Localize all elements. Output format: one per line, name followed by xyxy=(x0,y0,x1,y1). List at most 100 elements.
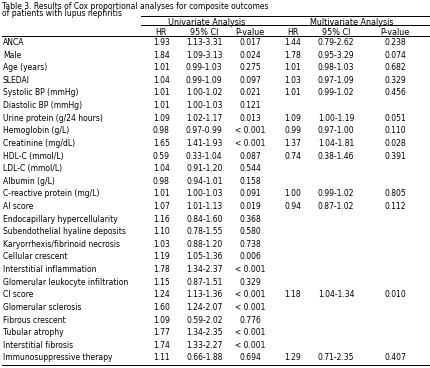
Text: 1.00-1.19: 1.00-1.19 xyxy=(317,114,353,123)
Text: 0.051: 0.051 xyxy=(383,114,405,123)
Text: Systolic BP (mmHg): Systolic BP (mmHg) xyxy=(3,88,78,98)
Text: 1.01: 1.01 xyxy=(153,88,169,98)
Text: 1.13-3.31: 1.13-3.31 xyxy=(186,38,222,47)
Text: of patients with lupus nephritis: of patients with lupus nephritis xyxy=(2,9,122,18)
Text: < 0.001: < 0.001 xyxy=(234,341,264,350)
Text: 0.94: 0.94 xyxy=(284,202,301,211)
Text: Multivariate Analysis: Multivariate Analysis xyxy=(310,18,393,27)
Text: 0.99-1.02: 0.99-1.02 xyxy=(317,190,353,198)
Text: 1.01: 1.01 xyxy=(284,88,301,98)
Text: 1.78: 1.78 xyxy=(284,51,301,60)
Text: 0.391: 0.391 xyxy=(383,152,405,160)
Text: Tubular atrophy: Tubular atrophy xyxy=(3,328,64,337)
Text: 1.37: 1.37 xyxy=(284,139,301,148)
Text: 0.805: 0.805 xyxy=(383,190,405,198)
Text: 0.97-1.09: 0.97-1.09 xyxy=(317,76,353,85)
Text: 0.091: 0.091 xyxy=(239,190,260,198)
Text: 1.09: 1.09 xyxy=(284,114,301,123)
Text: 0.121: 0.121 xyxy=(239,101,260,110)
Text: 0.097: 0.097 xyxy=(239,76,260,85)
Text: 0.028: 0.028 xyxy=(383,139,405,148)
Text: 0.275: 0.275 xyxy=(239,63,260,72)
Text: Univariate Analysis: Univariate Analysis xyxy=(168,18,245,27)
Text: Table 3. Results of Cox proportional analyses for composite outcomes: Table 3. Results of Cox proportional ana… xyxy=(2,2,268,11)
Text: 1.34-2.37: 1.34-2.37 xyxy=(186,265,222,274)
Text: 1.74: 1.74 xyxy=(153,341,169,350)
Text: 1.09: 1.09 xyxy=(153,315,169,325)
Text: CI score: CI score xyxy=(3,290,33,299)
Text: 0.91-1.20: 0.91-1.20 xyxy=(186,164,222,173)
Text: 1.15: 1.15 xyxy=(153,278,169,287)
Text: HR: HR xyxy=(286,28,298,37)
Text: 0.95-3.29: 0.95-3.29 xyxy=(317,51,353,60)
Text: Interstitial fibrosis: Interstitial fibrosis xyxy=(3,341,73,350)
Text: 0.158: 0.158 xyxy=(239,177,260,186)
Text: Interstitial inflammation: Interstitial inflammation xyxy=(3,265,96,274)
Text: < 0.001: < 0.001 xyxy=(234,303,264,312)
Text: SLEDAI: SLEDAI xyxy=(3,76,30,85)
Text: 0.021: 0.021 xyxy=(239,88,260,98)
Text: 1.07: 1.07 xyxy=(153,202,169,211)
Text: 0.544: 0.544 xyxy=(239,164,260,173)
Text: Diastolic BP (mmHg): Diastolic BP (mmHg) xyxy=(3,101,82,110)
Text: 1.00-1.03: 1.00-1.03 xyxy=(186,190,222,198)
Text: 0.98: 0.98 xyxy=(153,126,169,135)
Text: 0.017: 0.017 xyxy=(239,38,260,47)
Text: 0.456: 0.456 xyxy=(383,88,405,98)
Text: 0.98-1.03: 0.98-1.03 xyxy=(317,63,353,72)
Text: 0.776: 0.776 xyxy=(239,315,260,325)
Text: 0.006: 0.006 xyxy=(239,252,260,261)
Text: 0.010: 0.010 xyxy=(383,290,405,299)
Text: 0.87-1.02: 0.87-1.02 xyxy=(317,202,353,211)
Text: HDL-C (mmol/L): HDL-C (mmol/L) xyxy=(3,152,64,160)
Text: 0.074: 0.074 xyxy=(383,51,405,60)
Text: 0.87-1.51: 0.87-1.51 xyxy=(186,278,222,287)
Text: 1.09: 1.09 xyxy=(153,114,169,123)
Text: < 0.001: < 0.001 xyxy=(234,126,264,135)
Text: 1.05-1.36: 1.05-1.36 xyxy=(186,252,222,261)
Text: 0.694: 0.694 xyxy=(239,353,260,362)
Text: 1.16: 1.16 xyxy=(153,215,169,224)
Text: 0.368: 0.368 xyxy=(239,215,260,224)
Text: 0.38-1.46: 0.38-1.46 xyxy=(317,152,353,160)
Text: 1.44: 1.44 xyxy=(284,38,301,47)
Text: P-value: P-value xyxy=(380,28,408,37)
Text: HR: HR xyxy=(155,28,167,37)
Text: 1.60: 1.60 xyxy=(153,303,169,312)
Text: 0.682: 0.682 xyxy=(383,63,405,72)
Text: 1.65: 1.65 xyxy=(153,139,169,148)
Text: 1.29: 1.29 xyxy=(284,353,301,362)
Text: AI score: AI score xyxy=(3,202,33,211)
Text: 1.09-3.13: 1.09-3.13 xyxy=(186,51,222,60)
Text: 1.41-1.93: 1.41-1.93 xyxy=(186,139,222,148)
Text: 0.112: 0.112 xyxy=(384,202,405,211)
Text: 0.98: 0.98 xyxy=(153,177,169,186)
Text: 0.329: 0.329 xyxy=(383,76,405,85)
Text: 1.10: 1.10 xyxy=(153,227,169,236)
Text: 0.97-0.99: 0.97-0.99 xyxy=(185,126,222,135)
Text: < 0.001: < 0.001 xyxy=(234,139,264,148)
Text: 1.01: 1.01 xyxy=(153,63,169,72)
Text: 1.01: 1.01 xyxy=(153,190,169,198)
Text: 1.01: 1.01 xyxy=(284,63,301,72)
Text: 0.33-1.04: 0.33-1.04 xyxy=(186,152,222,160)
Text: 1.03: 1.03 xyxy=(284,76,301,85)
Text: 1.93: 1.93 xyxy=(153,38,169,47)
Text: 0.580: 0.580 xyxy=(239,227,260,236)
Text: 0.59-2.02: 0.59-2.02 xyxy=(186,315,222,325)
Text: 0.59: 0.59 xyxy=(153,152,169,160)
Text: ANCA: ANCA xyxy=(3,38,25,47)
Text: 1.02-1.17: 1.02-1.17 xyxy=(186,114,222,123)
Text: LDL-C (mmol/L): LDL-C (mmol/L) xyxy=(3,164,62,173)
Text: 0.019: 0.019 xyxy=(239,202,260,211)
Text: 0.94-1.01: 0.94-1.01 xyxy=(186,177,222,186)
Text: 0.110: 0.110 xyxy=(383,126,405,135)
Text: P-value: P-value xyxy=(235,28,264,37)
Text: 1.04: 1.04 xyxy=(153,164,169,173)
Text: 95% CI: 95% CI xyxy=(321,28,349,37)
Text: 1.11: 1.11 xyxy=(153,353,169,362)
Text: 1.04-1.81: 1.04-1.81 xyxy=(317,139,353,148)
Text: 0.84-1.60: 0.84-1.60 xyxy=(186,215,222,224)
Text: 1.04-1.34: 1.04-1.34 xyxy=(317,290,353,299)
Text: 0.087: 0.087 xyxy=(239,152,260,160)
